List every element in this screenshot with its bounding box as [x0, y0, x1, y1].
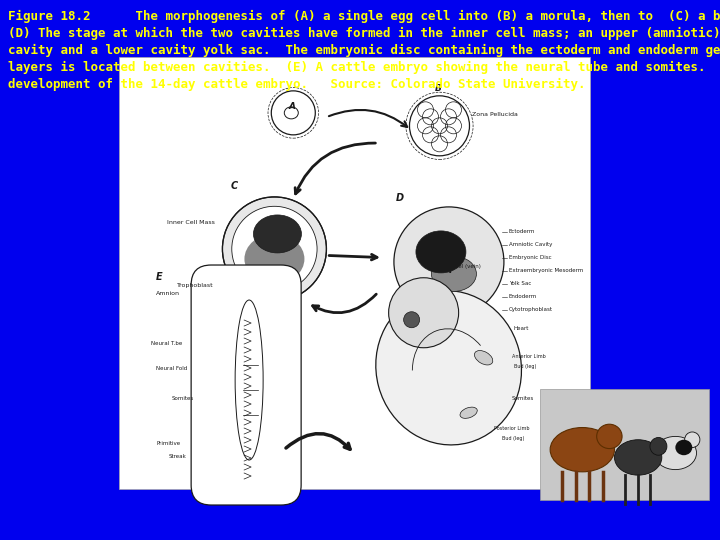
Circle shape	[232, 206, 317, 292]
Text: Bud (leg): Bud (leg)	[502, 436, 524, 441]
Text: Somites: Somites	[171, 396, 194, 401]
Ellipse shape	[650, 437, 667, 455]
Text: B: B	[434, 84, 441, 93]
Ellipse shape	[675, 440, 693, 455]
Text: Endoderm: Endoderm	[509, 294, 537, 299]
Text: cavity and a lower cavity yolk sac.  The embryonic disc containing the ectoderm : cavity and a lower cavity yolk sac. The …	[8, 44, 720, 57]
Ellipse shape	[597, 424, 622, 449]
Circle shape	[222, 197, 326, 301]
Circle shape	[404, 312, 420, 328]
Text: Cytotrophoblast: Cytotrophoblast	[509, 307, 553, 313]
Circle shape	[394, 207, 504, 317]
Text: D: D	[396, 193, 404, 203]
Text: (D) The stage at which the two cavities have formed in the inner cell mass; an u: (D) The stage at which the two cavities …	[8, 27, 720, 40]
Ellipse shape	[685, 432, 700, 448]
Text: Zona Pellucida: Zona Pellucida	[472, 112, 518, 117]
Ellipse shape	[614, 440, 662, 475]
Ellipse shape	[235, 300, 263, 460]
Text: Inner Cell Mass: Inner Cell Mass	[168, 220, 215, 225]
Text: Neural Fold: Neural Fold	[156, 366, 187, 371]
Ellipse shape	[654, 436, 696, 470]
Bar	[540, 389, 709, 500]
Text: Somites: Somites	[512, 396, 534, 401]
Ellipse shape	[376, 291, 521, 445]
Ellipse shape	[460, 407, 477, 419]
Text: development of the 14-day cattle embryo.   Source: Colorado State University.: development of the 14-day cattle embryo.…	[8, 78, 585, 91]
Text: layers is located between cavities.  (E) A cattle embryo showing the neural tube: layers is located between cavities. (E) …	[8, 61, 720, 74]
Ellipse shape	[244, 234, 305, 284]
Text: Figure 18.2      The morphogenesis of (A) a single egg cell into (B) a morula, t: Figure 18.2 The morphogenesis of (A) a s…	[8, 10, 720, 23]
FancyBboxPatch shape	[191, 265, 301, 505]
Ellipse shape	[416, 231, 466, 273]
Text: Anterior Limb: Anterior Limb	[512, 354, 545, 359]
Text: Yolk Sac: Yolk Sac	[509, 281, 531, 286]
Text: Neural T.be: Neural T.be	[151, 341, 182, 346]
Text: Bud (leg): Bud (leg)	[513, 364, 536, 369]
Text: E: E	[156, 272, 163, 282]
Text: Heart: Heart	[513, 326, 529, 330]
Text: Uterine Vessel (vein): Uterine Vessel (vein)	[423, 264, 480, 269]
Text: Trophoblast: Trophoblast	[177, 283, 214, 288]
Ellipse shape	[474, 350, 492, 365]
Text: A: A	[288, 102, 295, 111]
Ellipse shape	[253, 215, 302, 253]
Ellipse shape	[550, 428, 614, 472]
Text: F: F	[449, 265, 455, 275]
Text: Extraembryonic Mesoderm: Extraembryonic Mesoderm	[509, 268, 583, 273]
Text: Streak: Streak	[168, 454, 186, 459]
Circle shape	[389, 278, 459, 348]
Text: C: C	[230, 181, 238, 191]
Text: Amnion: Amnion	[156, 291, 180, 296]
Text: Amniotic Cavity: Amniotic Cavity	[509, 242, 552, 247]
Text: Embryonic Disc: Embryonic Disc	[509, 255, 552, 260]
Bar	[119, 57, 590, 489]
Ellipse shape	[431, 256, 477, 292]
Text: Primitive: Primitive	[156, 441, 180, 446]
Text: Posterior Limb: Posterior Limb	[494, 426, 529, 431]
Text: Ectoderm: Ectoderm	[509, 230, 535, 234]
